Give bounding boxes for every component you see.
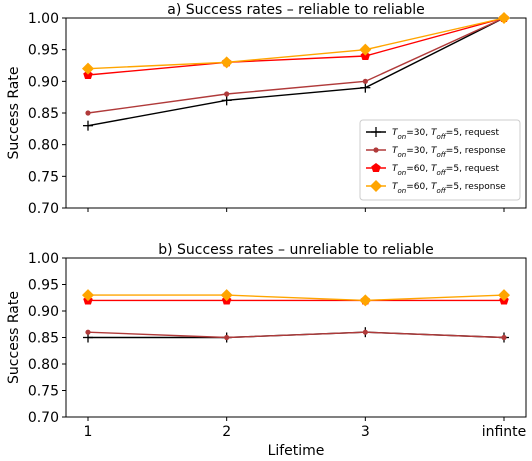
chart-panel-b: b) Success rates – unreliable to reliabl… xyxy=(6,242,527,459)
legend-label: Ton=60, Toff=5, response xyxy=(392,182,506,195)
y-tick-label: 0.80 xyxy=(28,357,59,373)
y-tick-label: 0.75 xyxy=(28,169,59,185)
legend-label: Ton=30, Toff=5, request xyxy=(392,128,499,141)
legend-entry: Ton=60, Toff=5, response xyxy=(366,180,506,195)
x-axis-label: Lifetime xyxy=(268,443,325,459)
x-tick-label: infinte xyxy=(482,424,527,440)
y-tick-label: 0.70 xyxy=(28,201,59,217)
series-line xyxy=(87,17,505,127)
y-axis-label: Success Rate xyxy=(6,67,22,160)
series-s1 xyxy=(83,13,509,131)
series-s4 xyxy=(82,289,510,307)
chart-title: b) Success rates – unreliable to reliabl… xyxy=(158,242,434,258)
data-point xyxy=(220,56,233,69)
legend-marker xyxy=(373,147,379,153)
data-point xyxy=(224,334,230,341)
legend-marker xyxy=(371,127,381,137)
data-point xyxy=(501,334,507,341)
series-line xyxy=(87,17,505,70)
legend-marker xyxy=(370,180,382,192)
legend-box xyxy=(359,119,521,201)
y-tick-label: 0.75 xyxy=(28,384,59,400)
y-tick-label: 1.00 xyxy=(28,251,59,267)
data-point xyxy=(362,329,368,335)
legend-label: Ton=30, Toff=5, response xyxy=(392,146,506,159)
data-point xyxy=(220,289,233,302)
legend-entry: Ton=60, Toff=5, request xyxy=(366,163,499,177)
legend-marker xyxy=(371,163,381,173)
data-point xyxy=(359,43,372,56)
chart-panel-a: a) Success rates – reliable to reliable 0… xyxy=(6,2,527,217)
y-tick-label: 0.90 xyxy=(28,74,59,90)
y-axis-label: Success Rate xyxy=(6,291,22,384)
chart-title: a) Success rates – reliable to reliable xyxy=(167,2,425,18)
y-tick-label: 0.70 xyxy=(28,410,59,426)
y-tick-label: 1.00 xyxy=(28,11,59,27)
series-s2 xyxy=(85,329,507,341)
y-tick-label: 0.80 xyxy=(28,138,59,154)
x-tick-label: 2 xyxy=(222,424,231,440)
data-point xyxy=(85,110,91,116)
series-line xyxy=(88,294,505,302)
series-s2 xyxy=(85,15,507,116)
data-point xyxy=(362,78,368,84)
data-point xyxy=(498,289,510,302)
series-s4 xyxy=(82,12,510,75)
x-tick-label: 1 xyxy=(84,424,93,440)
legend: Ton=30, Toff=5, request Ton=30, Toff=5, r… xyxy=(359,119,521,201)
legend-label: Ton=60, Toff=5, request xyxy=(392,164,499,177)
data-point xyxy=(82,62,94,75)
data-point xyxy=(224,91,230,97)
y-tick-label: 0.90 xyxy=(28,304,59,320)
series-line xyxy=(87,17,505,114)
data-point xyxy=(359,294,372,307)
legend-entry: Ton=30, Toff=5, request xyxy=(366,127,499,141)
series-line xyxy=(87,331,505,339)
y-tick-label: 0.85 xyxy=(28,106,59,122)
data-point xyxy=(85,329,91,335)
y-tick-label: 0.85 xyxy=(28,331,59,347)
data-point xyxy=(221,95,232,106)
data-point xyxy=(498,12,510,24)
data-point xyxy=(83,120,93,131)
y-tick-label: 0.95 xyxy=(28,278,59,294)
legend-entry: Ton=30, Toff=5, response xyxy=(366,146,506,159)
x-tick-label: 3 xyxy=(361,424,370,440)
series-s3 xyxy=(83,13,509,80)
data-point xyxy=(360,82,371,93)
series-line xyxy=(87,17,505,76)
data-point xyxy=(82,289,94,302)
y-tick-label: 0.95 xyxy=(28,43,59,59)
